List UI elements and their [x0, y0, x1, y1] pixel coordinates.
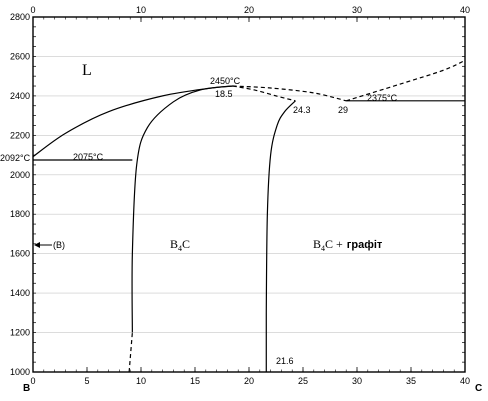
axis-ticks: 1000120014001600180020002200240026002800… [10, 5, 470, 386]
y-tick-label: 2600 [10, 51, 30, 61]
x-tick-label: 15 [190, 376, 200, 386]
phase-label-b4c: B4C [170, 237, 190, 253]
y-tick-label: 1000 [10, 367, 30, 377]
y-tick-label: 2400 [10, 91, 30, 101]
x-tick-label: 35 [406, 376, 416, 386]
annotation-c-max: 18.5 [215, 89, 233, 99]
curve-solidus-b4c-right [265, 100, 296, 373]
x-tick-label: 30 [352, 376, 362, 386]
y-tick-label: 1600 [10, 249, 30, 259]
x-top-tick-label: 0 [30, 5, 35, 15]
x-tick-label: 40 [460, 376, 470, 386]
x-tick-label: 10 [136, 376, 146, 386]
y-tick-label: 2000 [10, 170, 30, 180]
x-tick-label: 5 [84, 376, 89, 386]
annotation-c-eut: 29 [338, 105, 348, 115]
x-top-tick-label: 10 [136, 5, 146, 15]
corner-label-b: B [23, 383, 30, 394]
y-tick-label: 1400 [10, 288, 30, 298]
curve-liquidus-right-dashed [232, 85, 347, 102]
x-top-tick-label: 30 [352, 5, 362, 15]
y-tick-label: 1800 [10, 209, 30, 219]
curve-solidus-b4c-left-dashed [128, 332, 133, 373]
gridlines [33, 56, 465, 333]
x-tick-label: 0 [30, 376, 35, 386]
x-top-tick-label: 20 [244, 5, 254, 15]
curve-solidus-dashed-top [232, 85, 296, 102]
phase-label-b4c-graphite: B4C + графіт [313, 237, 383, 253]
x-tick-label: 20 [244, 376, 254, 386]
phase-label-boron: (B) [53, 240, 65, 250]
plot-frame [32, 16, 466, 373]
curve-liquidus-right-rise-dashed [346, 59, 466, 102]
phase-boundaries [32, 59, 466, 373]
y-tick-label: 2800 [10, 12, 30, 22]
curve-solidus-b4c-left [131, 85, 233, 333]
corner-label-c: C [475, 383, 482, 394]
annotation-t-left: 2075°C [73, 152, 104, 162]
annotation-t-right: 2375°C [367, 93, 398, 103]
x-tick-label: 25 [298, 376, 308, 386]
annotation-c-low: 21.6 [276, 356, 294, 366]
y-tick-label: 1200 [10, 328, 30, 338]
boron-arrow-head [34, 242, 40, 248]
y-tick-label: 2200 [10, 130, 30, 140]
annotation-t-melt-b: 2092°C [0, 153, 31, 163]
annotation-t-max: 2450°C [210, 76, 241, 86]
x-top-tick-label: 40 [460, 5, 470, 15]
annotation-c-sol: 24.3 [293, 105, 311, 115]
curve-liquidus-left [32, 85, 233, 158]
phase-label-liquid: L [82, 62, 92, 79]
